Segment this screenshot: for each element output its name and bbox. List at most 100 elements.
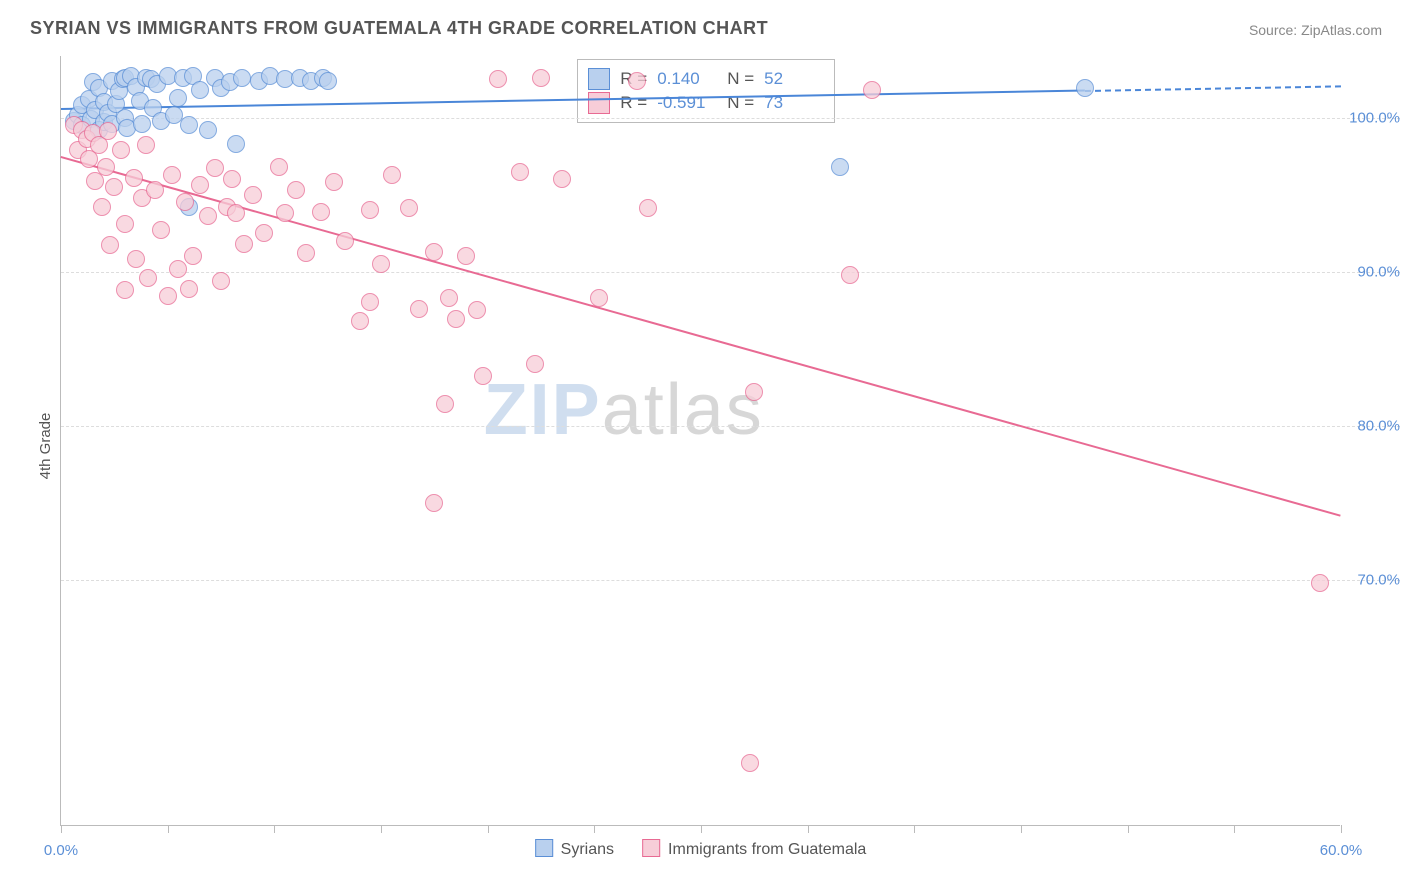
x-tick [594, 825, 595, 833]
data-point [152, 221, 170, 239]
data-point [169, 89, 187, 107]
data-point [511, 163, 529, 181]
legend-n-label: N = [727, 69, 754, 89]
data-point [112, 141, 130, 159]
data-point [1076, 79, 1094, 97]
series-legend: Syrians Immigrants from Guatemala [535, 839, 867, 859]
data-point [831, 158, 849, 176]
data-point [319, 72, 337, 90]
data-point [372, 255, 390, 273]
data-point [628, 72, 646, 90]
data-point [526, 355, 544, 373]
data-point [489, 70, 507, 88]
data-point [227, 135, 245, 153]
legend-swatch [642, 839, 660, 857]
data-point [163, 166, 181, 184]
data-point [440, 289, 458, 307]
watermark-zip: ZIP [484, 370, 602, 450]
y-tick-label: 100.0% [1343, 109, 1400, 126]
legend-r-label: R = [620, 93, 647, 113]
data-point [101, 236, 119, 254]
data-point [244, 186, 262, 204]
scatter-plot-area: ZIPatlas R =0.140N =52R =-0.591N =73 Syr… [60, 56, 1340, 826]
x-tick-label: 60.0% [1320, 842, 1363, 859]
gridline [61, 118, 1400, 119]
data-point [410, 300, 428, 318]
gridline [61, 580, 1400, 581]
x-tick [488, 825, 489, 833]
data-point [741, 754, 759, 772]
data-point [425, 243, 443, 261]
data-point [297, 244, 315, 262]
data-point [199, 121, 217, 139]
data-point [184, 247, 202, 265]
legend-label: Syrians [561, 841, 614, 858]
x-tick [808, 825, 809, 833]
x-tick [1341, 825, 1342, 833]
x-tick-label: 0.0% [44, 842, 78, 859]
x-tick [1021, 825, 1022, 833]
data-point [133, 115, 151, 133]
data-point [176, 193, 194, 211]
correlation-legend-box: R =0.140N =52R =-0.591N =73 [577, 59, 835, 123]
trend-line [60, 156, 1341, 517]
x-tick [381, 825, 382, 833]
data-point [270, 158, 288, 176]
data-point [639, 199, 657, 217]
data-point [553, 170, 571, 188]
data-point [383, 166, 401, 184]
y-tick-label: 90.0% [1351, 263, 1400, 280]
data-point [206, 159, 224, 177]
legend-item: Immigrants from Guatemala [642, 839, 866, 859]
watermark: ZIPatlas [484, 369, 764, 451]
data-point [255, 224, 273, 242]
x-tick [274, 825, 275, 833]
data-point [191, 81, 209, 99]
legend-n-value: 52 [764, 69, 824, 89]
data-point [361, 293, 379, 311]
data-point [457, 247, 475, 265]
data-point [361, 201, 379, 219]
data-point [223, 170, 241, 188]
data-point [137, 136, 155, 154]
data-point [139, 269, 157, 287]
data-point [169, 260, 187, 278]
data-point [97, 158, 115, 176]
legend-row: R =0.140N =52 [588, 68, 824, 90]
data-point [235, 235, 253, 253]
data-point [233, 69, 251, 87]
data-point [127, 250, 145, 268]
x-tick [1234, 825, 1235, 833]
data-point [590, 289, 608, 307]
x-tick [1128, 825, 1129, 833]
data-point [745, 383, 763, 401]
watermark-atlas: atlas [602, 370, 764, 450]
data-point [227, 204, 245, 222]
data-point [105, 178, 123, 196]
data-point [116, 281, 134, 299]
legend-r-value: 0.140 [657, 69, 717, 89]
data-point [199, 207, 217, 225]
legend-swatch [588, 92, 610, 114]
data-point [312, 203, 330, 221]
data-point [425, 494, 443, 512]
data-point [146, 181, 164, 199]
chart-title: SYRIAN VS IMMIGRANTS FROM GUATEMALA 4TH … [30, 18, 768, 39]
y-tick-label: 70.0% [1351, 571, 1400, 588]
data-point [1311, 574, 1329, 592]
x-tick [701, 825, 702, 833]
data-point [116, 215, 134, 233]
data-point [180, 280, 198, 298]
data-point [447, 310, 465, 328]
legend-item: Syrians [535, 839, 614, 859]
source-label: Source: ZipAtlas.com [1249, 22, 1382, 38]
legend-label: Immigrants from Guatemala [668, 841, 866, 858]
data-point [863, 81, 881, 99]
data-point [841, 266, 859, 284]
data-point [532, 69, 550, 87]
data-point [276, 204, 294, 222]
gridline [61, 272, 1400, 273]
data-point [474, 367, 492, 385]
data-point [287, 181, 305, 199]
data-point [125, 169, 143, 187]
